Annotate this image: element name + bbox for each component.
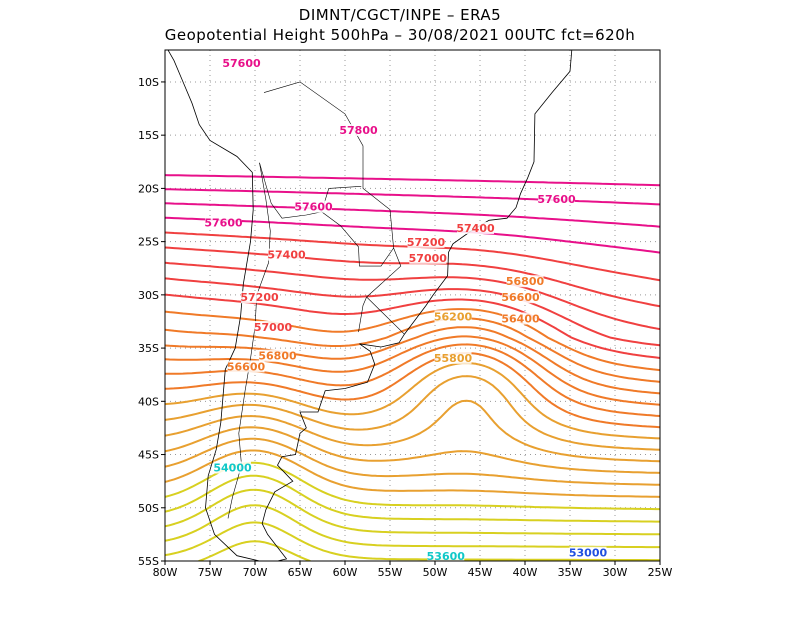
- contour-label: 56800: [506, 275, 545, 288]
- lon-tick-label: 50W: [423, 566, 448, 579]
- contour-label: 54000: [213, 462, 252, 475]
- contour-label: 56200: [434, 310, 473, 323]
- contour-label: 57600: [222, 57, 261, 70]
- contour-line: [165, 399, 660, 463]
- contour-line: [165, 426, 660, 474]
- contour-label: 57200: [240, 291, 279, 304]
- lon-tick-label: 45W: [468, 566, 493, 579]
- lat-tick-label: 45S: [138, 449, 159, 462]
- contour-label: 57400: [267, 249, 306, 262]
- lat-lon-grid: [165, 50, 660, 561]
- contour-label-bg: [427, 549, 465, 562]
- lon-tick-label: 60W: [333, 566, 358, 579]
- lon-tick-label: 30W: [603, 566, 628, 579]
- lon-tick-label: 55W: [378, 566, 403, 579]
- contour-label: 57000: [254, 321, 293, 334]
- contour-line: [165, 335, 660, 406]
- lat-tick-label: 30S: [138, 289, 159, 302]
- contour-label-bg: [434, 351, 472, 364]
- contour-label-bg: [259, 349, 296, 362]
- contour-label: 57200: [407, 236, 446, 249]
- contour-line: [165, 362, 660, 440]
- contour-label-bg: [214, 461, 251, 474]
- country-border: [358, 296, 367, 333]
- contour-label-bg: [407, 235, 445, 248]
- contour-label-bg: [268, 248, 305, 261]
- contour-label-bg: [569, 546, 607, 559]
- lat-tick-label: 10S: [138, 76, 159, 89]
- country-border: [263, 81, 405, 335]
- contour-label: 56600: [501, 291, 540, 304]
- lat-tick-label: 55S: [138, 555, 159, 568]
- contour-label: 57600: [204, 217, 243, 230]
- contour-label-bg: [409, 251, 447, 264]
- contour-label-bg: [506, 275, 544, 288]
- contour-line: [165, 188, 660, 206]
- contour-line: [165, 202, 660, 228]
- contour-label: 56800: [258, 350, 297, 363]
- lon-tick-label: 65W: [288, 566, 313, 579]
- contour-labels: 57600 57800 57600 57600 57600 57400 57400 57200…: [204, 56, 608, 563]
- lon-tick-label: 70W: [243, 566, 268, 579]
- chart-title-line2: Geopotential Height 500hPa – 30/08/2021 …: [164, 26, 636, 44]
- lat-tick-label: 50S: [138, 502, 159, 515]
- plot-frame: [164, 49, 661, 562]
- lat-tick-label: 20S: [138, 182, 159, 195]
- contour-label: 57600: [537, 193, 576, 206]
- contour-label-bg: [227, 360, 265, 373]
- contour-label: 57600: [294, 201, 333, 214]
- lon-tick-label: 35W: [558, 566, 583, 579]
- contour-label-bg: [223, 56, 260, 69]
- country-border: [259, 162, 322, 219]
- contour-label-bg: [295, 200, 332, 213]
- contour-label: 53600: [427, 550, 466, 563]
- contour-label-bg: [502, 312, 539, 325]
- contour-line: [165, 174, 660, 187]
- contour-label-bg: [502, 291, 539, 304]
- contour-line: [165, 474, 660, 523]
- contour-label: 57800: [339, 124, 378, 137]
- contour-label-bg: [457, 221, 494, 234]
- contour-line: [165, 488, 660, 536]
- contour-label: 55800: [434, 352, 473, 365]
- lat-tick-label: 15S: [138, 129, 159, 142]
- contour-label-bg: [434, 310, 472, 323]
- contour-label-bg: [241, 291, 278, 304]
- lat-tick-label: 40S: [138, 395, 159, 408]
- contour-label: 57400: [456, 222, 495, 235]
- country-border: [321, 186, 394, 267]
- geopotential-contours: [165, 174, 660, 561]
- contour-line: [165, 437, 660, 486]
- contour-line: [165, 521, 660, 561]
- lon-tick-label: 80W: [153, 566, 178, 579]
- contour-line: [165, 317, 660, 383]
- contour-line: [165, 375, 660, 451]
- contour-line: [198, 540, 311, 561]
- contour-label-bg: [340, 124, 377, 137]
- lon-tick-label: 25W: [648, 566, 673, 579]
- lat-tick-label: 35S: [138, 342, 159, 355]
- contour-label: 56400: [501, 312, 540, 325]
- lat-tick-label: 25S: [138, 236, 159, 249]
- contour-label-bg: [254, 320, 292, 333]
- contour-label-bg: [205, 216, 242, 229]
- axis-ticks: 80W 75W 70W 65W 60W 55W 50W 45W 40W 35W 30W 25W 10S 1…: [138, 76, 673, 579]
- contour-label: 56600: [227, 360, 266, 373]
- contour-label: 53000: [569, 547, 608, 560]
- contour-label-bg: [538, 193, 575, 206]
- contour-label: 57000: [409, 252, 448, 265]
- contour-line: [165, 326, 660, 395]
- contour-line: [165, 449, 660, 498]
- lon-tick-label: 40W: [513, 566, 538, 579]
- chart-title-line1: DIMNT/CGCT/INPE – ERA5: [298, 6, 502, 24]
- lon-tick-label: 75W: [198, 566, 223, 579]
